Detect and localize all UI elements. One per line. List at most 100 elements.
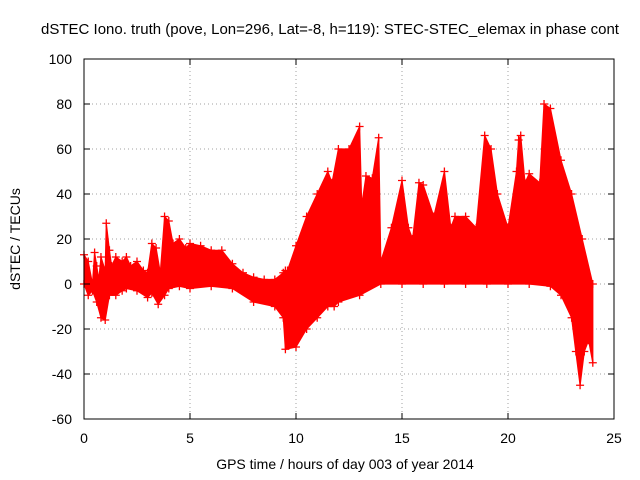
data-point-marker <box>330 302 339 311</box>
data-point-marker <box>154 300 163 309</box>
data-point-marker <box>279 313 288 322</box>
data-point-marker <box>160 291 169 300</box>
series-layer <box>80 100 597 390</box>
data-point-marker <box>512 167 521 176</box>
y-tick-label: -20 <box>52 321 72 337</box>
data-point-marker <box>118 286 127 295</box>
data-point-marker <box>107 262 116 270</box>
data-point-marker <box>143 268 152 277</box>
data-point-marker <box>111 253 120 261</box>
data-point-marker <box>408 235 417 243</box>
data-point-marker <box>535 178 544 187</box>
data-point-marker <box>584 336 593 345</box>
data-point-marker <box>160 212 169 221</box>
data-point-marker <box>122 253 131 261</box>
data-point-marker <box>139 266 148 275</box>
data-point-marker <box>313 190 322 198</box>
data-point-marker <box>260 275 269 284</box>
y-tick-label: -60 <box>52 411 72 427</box>
data-point-marker <box>292 343 300 351</box>
x-tick-label: 0 <box>80 430 88 446</box>
data-point-marker <box>292 241 300 250</box>
data-point-marker <box>472 223 481 232</box>
data-point-marker <box>480 131 489 140</box>
data-point-marker <box>404 223 413 232</box>
y-tick-label: 20 <box>56 231 72 247</box>
data-point-marker <box>419 181 428 189</box>
data-point-marker <box>446 223 455 232</box>
data-point-marker <box>270 302 279 311</box>
data-point-marker <box>96 253 105 261</box>
data-point-marker <box>376 257 385 266</box>
data-point-marker <box>249 273 258 282</box>
data-point-marker <box>102 219 111 228</box>
data-point-marker <box>175 282 184 291</box>
data-point-marker <box>101 316 110 324</box>
data-point-marker <box>571 347 580 356</box>
data-point-marker <box>133 286 141 295</box>
data-point-marker <box>516 131 525 140</box>
data-point-marker <box>217 246 226 255</box>
data-point-marker <box>578 235 587 243</box>
data-point-marker <box>186 239 194 248</box>
data-point-marker <box>504 223 512 232</box>
x-tick-label: 20 <box>500 430 516 446</box>
data-point-marker <box>334 145 343 153</box>
data-point-marker <box>270 275 279 284</box>
data-point-marker <box>281 345 290 354</box>
data-point-marker <box>239 268 247 277</box>
data-point-marker <box>557 291 565 300</box>
data-point-marker <box>588 280 597 288</box>
data-point-marker <box>90 248 99 257</box>
data-point-marker <box>84 257 93 266</box>
data-point-marker <box>313 313 322 322</box>
data-point-marker <box>118 257 127 266</box>
x-tick-label: 5 <box>186 430 194 446</box>
data-point-marker <box>355 122 364 131</box>
data-point-marker <box>357 201 366 210</box>
data-point-marker <box>156 268 165 277</box>
data-point-marker <box>152 244 161 252</box>
data-point-marker <box>94 275 103 284</box>
data-point-marker <box>546 104 555 113</box>
data-point-marker <box>398 176 406 185</box>
data-point-marker <box>419 280 428 288</box>
data-point-marker <box>328 178 337 187</box>
data-point-marker <box>302 212 311 221</box>
data-point-marker <box>126 262 135 270</box>
y-axis-label: dSTEC / TECUs <box>7 188 23 290</box>
data-point-marker <box>451 212 459 221</box>
data-point-marker <box>376 280 385 288</box>
data-point-marker <box>207 282 216 291</box>
data-point-marker <box>228 284 237 293</box>
data-point-marker <box>588 358 597 367</box>
data-point-marker <box>175 235 184 243</box>
data-point-marker <box>429 212 438 221</box>
data-point-marker <box>461 212 470 221</box>
data-point-marker <box>514 136 523 144</box>
data-point-marker <box>147 239 156 248</box>
data-point-marker <box>440 280 449 288</box>
x-axis-label: GPS time / hours of day 003 of year 2014 <box>216 456 474 472</box>
data-point-marker <box>567 313 576 322</box>
data-point-marker <box>355 291 364 300</box>
data-point-marker <box>525 280 534 288</box>
data-point-marker <box>576 381 585 390</box>
data-point-marker <box>440 167 449 176</box>
data-point-marker <box>345 145 353 153</box>
data-point-marker <box>540 100 549 108</box>
data-point-marker <box>493 190 502 198</box>
data-point-marker <box>147 289 156 297</box>
x-tick-label: 10 <box>288 430 304 446</box>
y-tick-label: 0 <box>64 276 72 292</box>
data-point-marker <box>196 241 205 250</box>
data-point-marker <box>133 257 141 266</box>
data-point-marker <box>504 280 512 288</box>
y-tick-label: -40 <box>52 366 72 382</box>
data-point-marker <box>84 291 93 300</box>
data-point-marker <box>302 325 311 333</box>
data-point-marker <box>398 280 406 288</box>
data-point-marker <box>164 284 173 293</box>
chart-title: dSTEC Iono. truth (pove, Lon=296, Lat=-8… <box>41 21 620 38</box>
